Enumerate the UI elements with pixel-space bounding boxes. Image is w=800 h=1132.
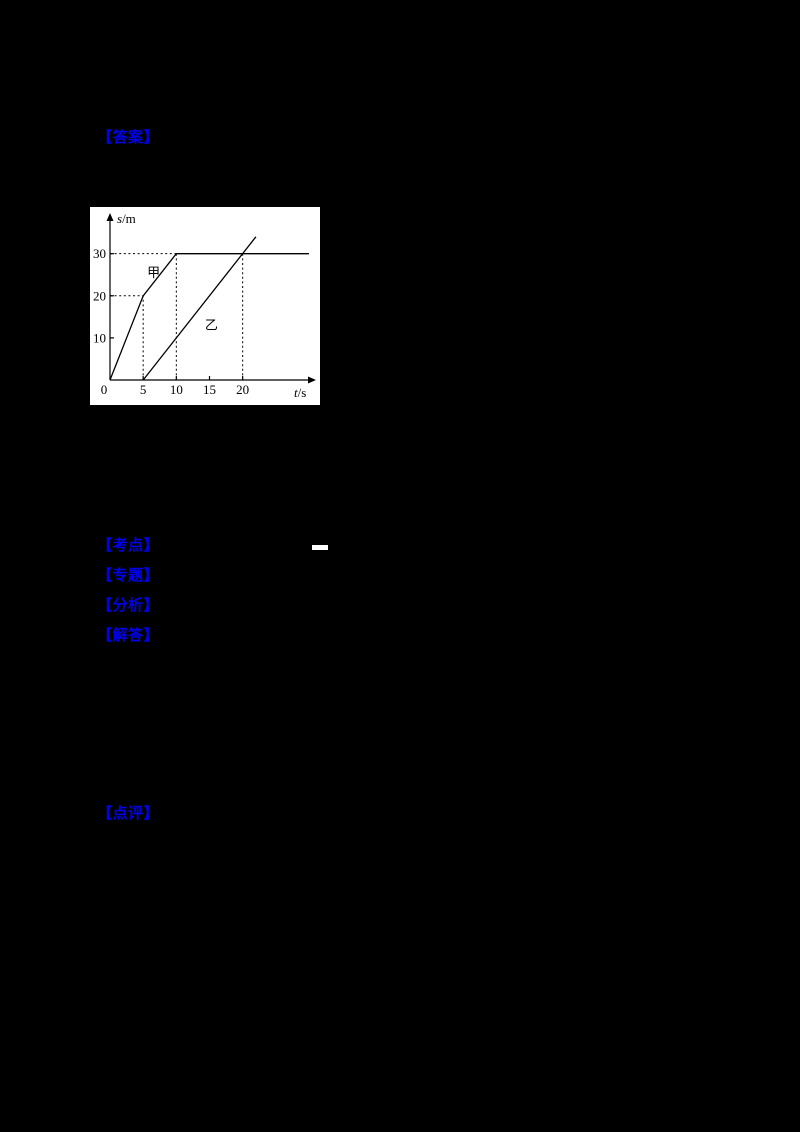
tag-keypoints: 【考点】 [97, 537, 160, 554]
tag-analysis: 【分析】 [97, 597, 160, 614]
svg-text:20: 20 [236, 382, 249, 397]
svg-text:20: 20 [93, 288, 106, 303]
distance-time-chart: 甲乙 0 5 10 15 20 10 20 30 s/m t/s [90, 207, 320, 405]
svg-text:30: 30 [93, 246, 106, 261]
svg-text:t/s: t/s [294, 385, 306, 400]
svg-text:s/m: s/m [117, 211, 136, 226]
tag-topic: 【专题】 [97, 567, 160, 584]
tag-solution: 【解答】 [97, 627, 160, 644]
svg-text:乙: 乙 [205, 317, 218, 332]
formula-fraction-bar [312, 545, 328, 550]
svg-text:0: 0 [101, 382, 108, 397]
svg-text:10: 10 [93, 330, 106, 345]
svg-text:甲: 甲 [147, 265, 160, 280]
chart-svg: 甲乙 0 5 10 15 20 10 20 30 s/m t/s [93, 211, 316, 400]
svg-text:10: 10 [170, 382, 183, 397]
svg-text:15: 15 [203, 382, 216, 397]
tag-answer: 【答案】 [97, 129, 160, 146]
tag-comment: 【点评】 [97, 805, 160, 822]
svg-text:5: 5 [140, 382, 147, 397]
